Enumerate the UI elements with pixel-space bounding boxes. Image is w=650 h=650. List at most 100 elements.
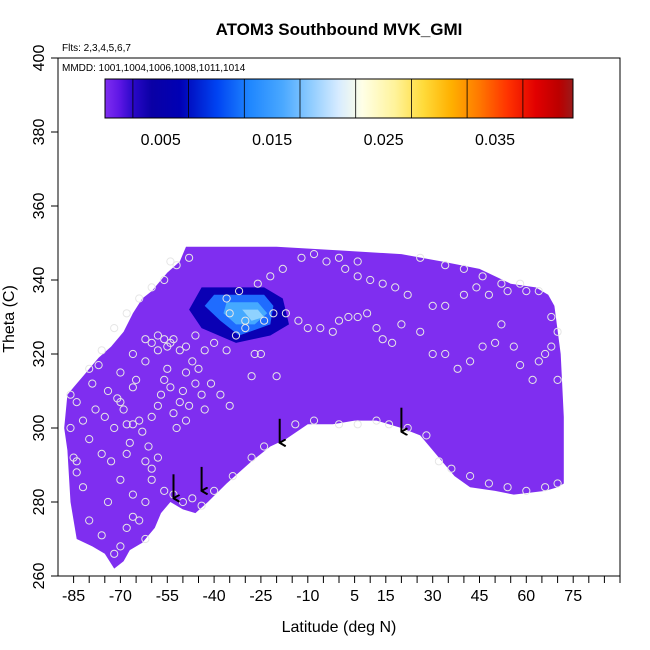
- obs-point: [388, 338, 397, 347]
- obs-point: [78, 416, 88, 425]
- obs-point: [459, 290, 468, 299]
- obs-point: [85, 435, 94, 444]
- obs-point: [497, 279, 506, 288]
- obs-point: [272, 372, 281, 381]
- obs-point: [107, 457, 116, 466]
- obs-point: [534, 357, 543, 366]
- obs-point: [153, 346, 162, 355]
- obs-point: [216, 390, 225, 399]
- heatmap-field: [64, 246, 564, 569]
- obs-point: [72, 398, 81, 407]
- obs-point: [528, 375, 537, 384]
- obs-point: [269, 309, 278, 318]
- obs-point: [378, 335, 387, 344]
- obs-point: [200, 405, 209, 414]
- obs-point: [72, 468, 81, 477]
- obs-point: [172, 261, 181, 270]
- x-tick-label: -10: [296, 588, 319, 605]
- obs-point: [200, 346, 209, 355]
- obs-point: [135, 416, 144, 425]
- obs-point: [291, 420, 300, 429]
- obs-point: [363, 309, 372, 318]
- obs-point: [403, 290, 412, 299]
- obs-point: [247, 453, 256, 462]
- obs-point: [116, 475, 125, 484]
- obs-point: [128, 490, 137, 499]
- dates-subtitle: MMDD: 1001,1004,1006,1008,1011,1014: [62, 63, 246, 74]
- obs-point: [303, 324, 312, 333]
- obs-point: [256, 349, 265, 359]
- field-region: [64, 246, 564, 569]
- flights-subtitle: Flts: 2,3,4,5,6,7: [62, 43, 131, 54]
- obs-point: [478, 342, 487, 351]
- obs-point: [547, 312, 556, 322]
- colorbar-tick-label: 0.005: [141, 132, 181, 149]
- obs-point: [522, 287, 531, 296]
- x-tick-label: 5: [350, 588, 359, 605]
- obs-point: [122, 420, 131, 429]
- obs-point: [135, 294, 144, 303]
- obs-point: [497, 320, 506, 329]
- obs-point: [484, 479, 493, 488]
- obs-point: [372, 324, 381, 333]
- obs-point: [222, 294, 231, 303]
- x-tick-label: -25: [249, 588, 272, 605]
- x-tick-label: -70: [109, 588, 132, 605]
- obs-point: [366, 275, 375, 285]
- obs-point: [163, 364, 172, 373]
- obs-point: [132, 375, 141, 384]
- obs-point: [453, 364, 462, 373]
- y-tick-label: 320: [31, 341, 48, 368]
- obs-point: [322, 257, 331, 266]
- obs-point: [250, 349, 259, 359]
- chart-title: ATOM3 Southbound MVK_GMI: [216, 20, 463, 39]
- obs-point: [191, 379, 200, 388]
- obs-point: [144, 442, 153, 451]
- obs-point: [553, 479, 562, 488]
- obs-point: [384, 420, 394, 429]
- obs-point: [316, 324, 325, 333]
- obs-point: [181, 342, 191, 351]
- obs-point: [441, 261, 450, 270]
- colorbar-tick-label: 0.035: [475, 132, 515, 149]
- obs-point: [181, 368, 191, 377]
- obs-point: [225, 309, 234, 318]
- obs-point: [491, 338, 500, 347]
- obs-point: [281, 309, 290, 318]
- obs-point: [553, 327, 562, 336]
- obs-point: [253, 279, 262, 288]
- x-axis: -85 -70 -55 -40 -25 -10 5 15 30 45 60 75: [62, 576, 621, 605]
- obs-point: [166, 338, 175, 347]
- obs-point: [166, 257, 175, 266]
- obs-point: [72, 457, 81, 466]
- obs-point: [344, 312, 353, 322]
- obs-point: [135, 516, 144, 525]
- x-tick-label: 60: [517, 588, 535, 605]
- obs-point: [522, 486, 531, 495]
- obs-point: [141, 497, 150, 507]
- obs-point: [110, 324, 119, 333]
- obs-point: [353, 272, 362, 281]
- obs-point: [466, 357, 475, 366]
- obs-point: [128, 512, 137, 521]
- obs-point: [353, 420, 362, 429]
- obs-point: [66, 390, 75, 399]
- obs-point: [484, 290, 493, 299]
- obs-point: [353, 257, 362, 266]
- obs-point: [181, 416, 191, 425]
- obs-point: [156, 390, 166, 399]
- obs-point: [309, 416, 319, 425]
- x-tick-label: 45: [471, 588, 489, 605]
- obs-point: [116, 398, 125, 407]
- obs-point: [334, 316, 344, 325]
- obs-point: [138, 427, 147, 436]
- obs-point: [153, 401, 162, 410]
- obs-point: [128, 349, 137, 359]
- y-tick-label: 380: [31, 119, 48, 146]
- obs-point: [459, 264, 468, 273]
- obs-point: [194, 364, 203, 373]
- obs-point: [309, 250, 319, 259]
- obs-point: [334, 420, 344, 429]
- obs-point: [235, 287, 244, 296]
- obs-point: [231, 331, 241, 340]
